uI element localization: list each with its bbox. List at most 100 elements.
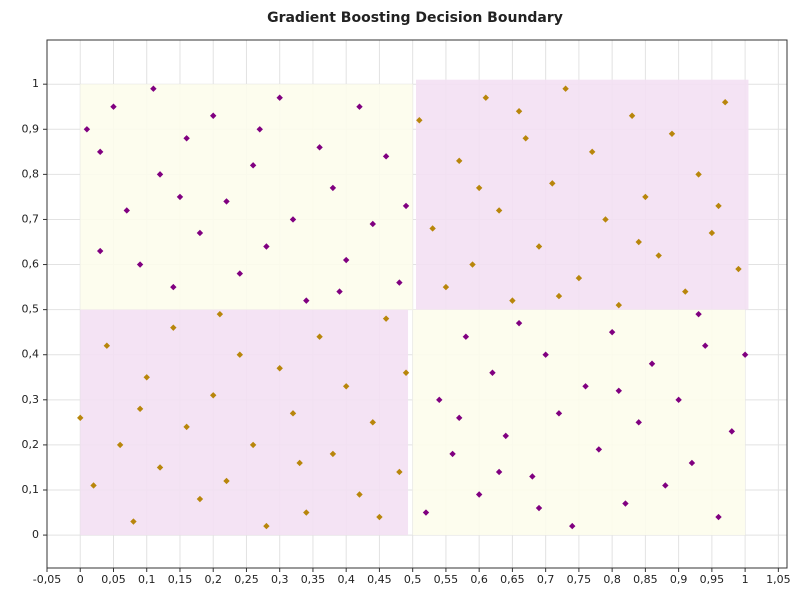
point [569, 522, 576, 530]
x-tick-label: 0,5 [404, 573, 422, 586]
point [555, 410, 563, 417]
point [715, 202, 722, 210]
x-tick-label: 0,6 [470, 573, 488, 586]
point [382, 153, 390, 160]
point [668, 130, 676, 137]
point [715, 513, 722, 521]
point [462, 333, 470, 340]
point [256, 126, 263, 133]
y-tick-label: 0 [32, 528, 39, 541]
point [210, 392, 217, 399]
x-tick-label: 0,9 [670, 573, 688, 586]
x-tick-label: 0,1 [138, 573, 156, 586]
point [336, 288, 343, 295]
point [542, 351, 549, 358]
point [236, 351, 244, 358]
point [495, 468, 503, 476]
point [183, 135, 190, 142]
x-tick-label: 0,25 [234, 573, 259, 586]
x-tick-label: 0,85 [633, 573, 658, 586]
point [702, 342, 709, 349]
point [555, 292, 563, 300]
point [628, 112, 636, 119]
point [223, 477, 230, 485]
point [342, 256, 350, 264]
point [276, 365, 283, 372]
x-tick-label: 0,45 [367, 573, 392, 586]
y-tick-label: 0,2 [22, 438, 40, 451]
point [96, 148, 104, 156]
point [688, 459, 696, 467]
point [382, 315, 390, 322]
point [369, 419, 376, 426]
point [449, 450, 456, 458]
point [682, 288, 689, 295]
point [263, 522, 270, 530]
point [588, 148, 596, 156]
x-tick-label: 0 [77, 573, 84, 586]
point [90, 482, 97, 489]
point [708, 229, 716, 237]
point [456, 157, 463, 165]
point [695, 310, 702, 318]
x-tick-label: 0,7 [537, 573, 555, 586]
y-tick-label: 0,1 [22, 483, 40, 496]
y-tick-label: 0,9 [22, 122, 40, 135]
point [143, 374, 150, 381]
decision-region [80, 84, 413, 310]
y-tick-label: 0,8 [22, 167, 40, 180]
point [675, 396, 682, 404]
point [223, 198, 230, 205]
point [429, 225, 436, 232]
point [615, 387, 622, 394]
x-tick-label: 0,2 [204, 573, 222, 586]
y-tick-label: 0,3 [22, 393, 40, 406]
point [236, 270, 244, 277]
y-tick-label: 1 [32, 77, 39, 90]
point [562, 85, 569, 92]
point [469, 261, 476, 268]
point [329, 450, 337, 458]
point [622, 500, 629, 507]
point [356, 491, 363, 498]
y-tick-label: 0,7 [22, 212, 40, 225]
x-tick-label: 0,95 [700, 573, 725, 586]
point [123, 207, 130, 214]
point [156, 464, 164, 471]
point [495, 207, 503, 214]
point [83, 126, 91, 133]
point [136, 261, 144, 268]
point [196, 495, 204, 503]
x-tick-label: 0,55 [434, 573, 459, 586]
point [303, 297, 310, 304]
point [170, 283, 177, 291]
point [396, 468, 403, 476]
point [529, 473, 536, 480]
point [216, 310, 224, 318]
plot-frame [46, 39, 788, 569]
point [136, 405, 144, 413]
point [103, 342, 111, 349]
point [369, 220, 376, 228]
point [396, 279, 403, 286]
point [170, 324, 177, 331]
point [442, 283, 450, 291]
point [402, 369, 410, 376]
point [316, 333, 323, 340]
point [356, 103, 363, 110]
point [210, 112, 217, 119]
chart-title: Gradient Boosting Decision Boundary [267, 10, 563, 26]
point [602, 216, 609, 223]
point [721, 99, 729, 106]
point [296, 459, 303, 467]
point [489, 369, 496, 376]
point [402, 202, 410, 210]
point [96, 247, 104, 255]
point [595, 446, 603, 453]
x-tick-label: 0,05 [101, 573, 126, 586]
y-tick-label: 0,4 [22, 348, 40, 361]
point [130, 518, 137, 525]
point [695, 171, 702, 178]
x-tick-label: 1 [742, 573, 749, 586]
